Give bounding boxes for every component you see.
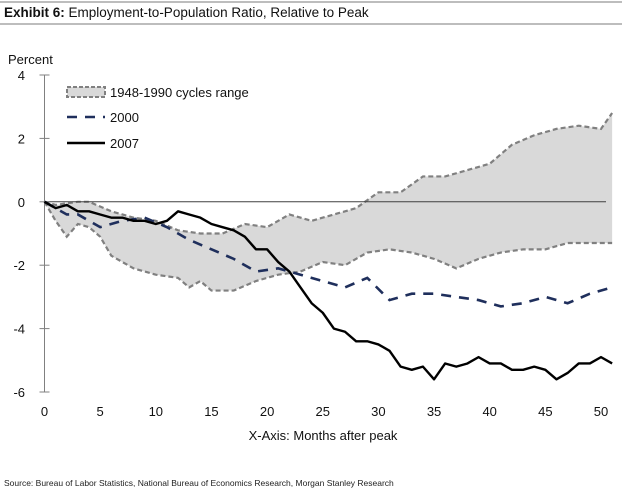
- range-band-layer: [43, 112, 614, 292]
- range-band-upper: [44, 112, 614, 235]
- legend-range-label: 1948-1990 cycles range: [110, 85, 249, 100]
- x-tick-label: 40: [482, 404, 496, 419]
- x-tick-label: 15: [204, 404, 218, 419]
- x-tick-label: 45: [538, 404, 552, 419]
- source-note: Source: Bureau of Labor Statistics, Nati…: [4, 478, 394, 488]
- y-tick-label: 0: [18, 195, 25, 210]
- x-tick-label: 10: [149, 404, 163, 419]
- x-tick-label: 0: [41, 404, 48, 419]
- title-underline: [0, 23, 622, 25]
- x-tick-label: 5: [97, 404, 104, 419]
- y-tick-label: -6: [13, 385, 25, 400]
- x-tick-label: 25: [316, 404, 330, 419]
- legend: 1948-1990 cycles range 2000 2007: [66, 85, 249, 151]
- axes: 420-2-4-60 5 10 15 20 25 30 35 40 45 50: [13, 68, 608, 419]
- range-band-lower: [43, 201, 613, 292]
- y-tick-label: 2: [18, 131, 25, 146]
- y-tick-label: -2: [13, 258, 25, 273]
- x-axis-title: X-Axis: Months after peak: [249, 428, 398, 443]
- legend-2000-label: 2000: [110, 110, 139, 125]
- legend-range-swatch: [66, 86, 106, 98]
- title-text: Employment-to-Population Ratio, Relative…: [68, 5, 369, 20]
- x-tick-label: 35: [427, 404, 441, 419]
- top-rule: [0, 1, 622, 3]
- chart: 420-2-4-60 5 10 15 20 25 30 35 40 45 50 1948-1990 …: [8, 52, 614, 443]
- y-tick-label: 4: [18, 68, 25, 83]
- y-axis-title: Percent: [8, 52, 53, 67]
- x-tick-label: 20: [260, 404, 274, 419]
- chart-title: Exhibit 6: Employment-to-Population Rati…: [4, 5, 369, 20]
- exhibit-label: Exhibit 6:: [4, 5, 65, 20]
- legend-2007-label: 2007: [110, 136, 139, 151]
- x-tick-label: 50: [594, 404, 608, 419]
- series-2007-line: [43, 200, 613, 381]
- x-tick-label: 30: [371, 404, 385, 419]
- series-layer: [43, 200, 613, 381]
- range-band-fill: [44, 113, 613, 291]
- y-tick-label: -4: [13, 322, 25, 337]
